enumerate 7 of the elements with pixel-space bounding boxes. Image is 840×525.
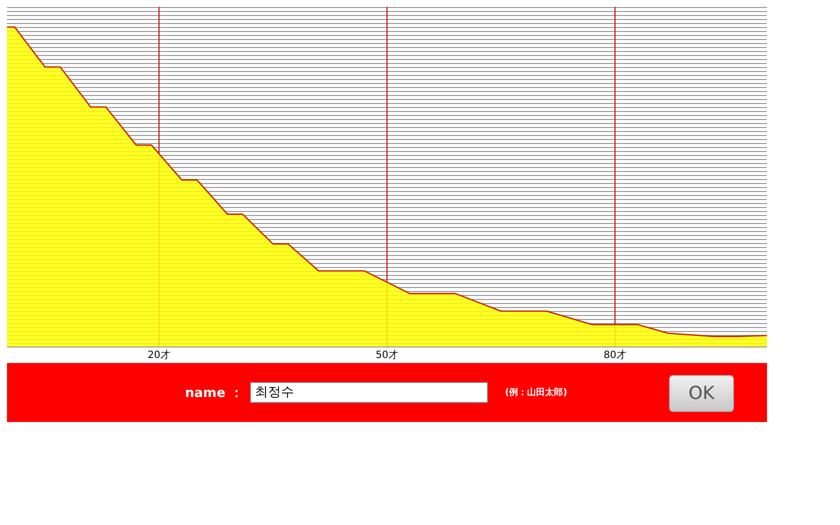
ok-button: OK — [669, 375, 734, 412]
text: name ： — [185, 385, 243, 402]
x-tick-label: 50才 — [376, 349, 398, 362]
x-tick-label: 20才 — [148, 349, 170, 362]
text-field: 최정수 — [250, 382, 488, 403]
x-tick-label: 80才 — [604, 349, 626, 362]
text: (例：山田太郎) — [505, 386, 568, 399]
